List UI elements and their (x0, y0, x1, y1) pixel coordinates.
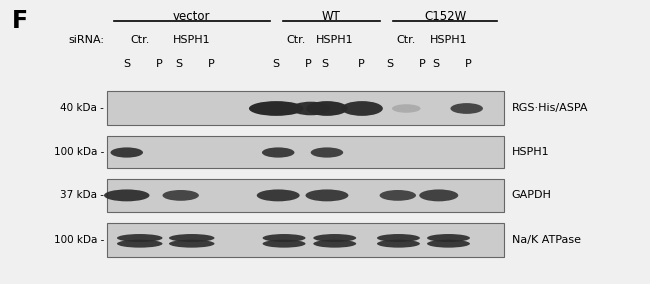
Text: P: P (465, 59, 471, 69)
Text: HSPH1: HSPH1 (316, 35, 354, 45)
Text: siRNA:: siRNA: (68, 35, 104, 45)
FancyBboxPatch shape (107, 136, 504, 168)
Ellipse shape (306, 101, 348, 116)
Text: S: S (273, 59, 280, 69)
FancyBboxPatch shape (107, 179, 504, 212)
Text: RGS·His/ASPA: RGS·His/ASPA (512, 103, 588, 113)
Ellipse shape (380, 190, 416, 201)
Ellipse shape (341, 101, 383, 116)
Text: S: S (322, 59, 328, 69)
Text: 37 kDa -: 37 kDa - (60, 190, 104, 200)
Ellipse shape (313, 240, 356, 248)
Text: S: S (387, 59, 393, 69)
Text: P: P (419, 59, 426, 69)
Ellipse shape (377, 234, 420, 242)
Text: C152W: C152W (424, 10, 467, 23)
Ellipse shape (117, 234, 162, 242)
Ellipse shape (111, 147, 143, 158)
Text: WT: WT (322, 10, 341, 23)
Text: Na/K ATPase: Na/K ATPase (512, 235, 580, 245)
Text: P: P (208, 59, 214, 69)
Ellipse shape (450, 103, 483, 114)
FancyBboxPatch shape (107, 223, 504, 257)
Text: Ctr.: Ctr. (130, 35, 150, 45)
Text: 40 kDa -: 40 kDa - (60, 103, 104, 113)
Text: P: P (358, 59, 364, 69)
Text: Ctr.: Ctr. (396, 35, 416, 45)
Text: Ctr.: Ctr. (286, 35, 306, 45)
Ellipse shape (162, 190, 199, 201)
Text: S: S (124, 59, 130, 69)
Text: 100 kDa -: 100 kDa - (53, 147, 104, 157)
Ellipse shape (257, 189, 300, 201)
Ellipse shape (306, 189, 348, 201)
Text: HSPH1: HSPH1 (512, 147, 549, 157)
Text: F: F (12, 9, 28, 33)
Ellipse shape (427, 234, 470, 242)
Ellipse shape (313, 234, 356, 242)
Ellipse shape (117, 240, 162, 248)
Ellipse shape (169, 234, 214, 242)
Text: vector: vector (173, 10, 211, 23)
Ellipse shape (263, 234, 306, 242)
FancyBboxPatch shape (107, 91, 504, 125)
Ellipse shape (427, 240, 470, 248)
Text: P: P (306, 59, 312, 69)
Ellipse shape (262, 147, 294, 158)
Ellipse shape (104, 189, 150, 201)
Text: S: S (432, 59, 439, 69)
Ellipse shape (249, 101, 304, 116)
Text: P: P (156, 59, 162, 69)
Text: HSPH1: HSPH1 (173, 35, 211, 45)
Text: GAPDH: GAPDH (512, 190, 551, 200)
Ellipse shape (169, 240, 214, 248)
Text: 100 kDa -: 100 kDa - (53, 235, 104, 245)
Ellipse shape (377, 240, 420, 248)
Ellipse shape (291, 102, 330, 115)
Text: HSPH1: HSPH1 (430, 35, 467, 45)
Ellipse shape (263, 240, 306, 248)
Ellipse shape (419, 189, 458, 201)
Ellipse shape (392, 104, 421, 113)
Ellipse shape (311, 147, 343, 158)
Text: S: S (176, 59, 182, 69)
